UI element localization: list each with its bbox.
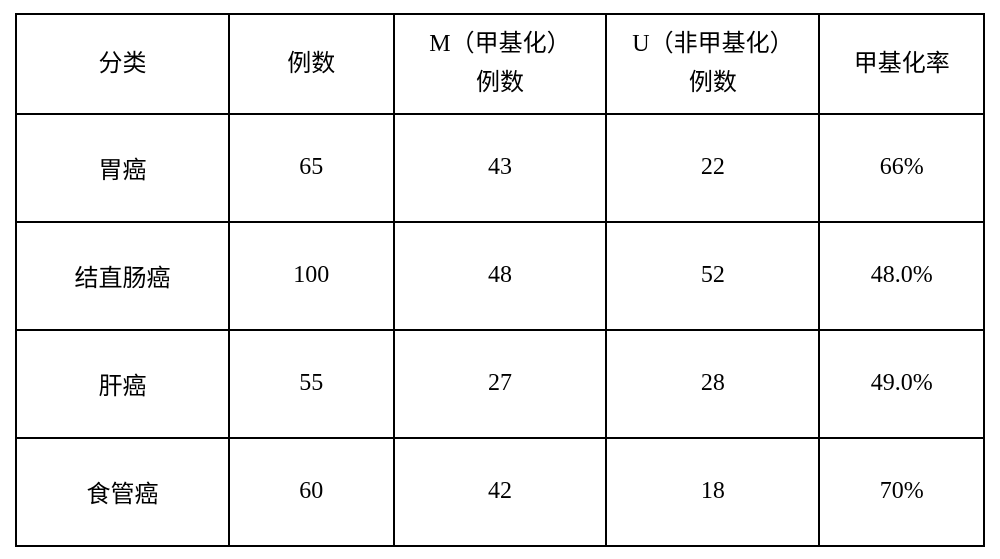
cell-u-cases: 22: [606, 114, 819, 222]
cell-value: 60: [299, 478, 323, 504]
cell-value: 28: [701, 370, 725, 396]
cell-value: 结直肠癌: [74, 266, 170, 292]
cell-u-cases: 52: [606, 222, 819, 330]
cell-cases: 65: [229, 114, 394, 222]
header-m-cases-line1: M（甲基化）: [429, 31, 570, 57]
cell-u-cases: 28: [606, 330, 819, 438]
header-rate-label: 甲基化率: [854, 51, 950, 77]
table-row: 食管癌 60 42 18 70%: [16, 438, 984, 546]
cell-value: 49.0%: [871, 370, 933, 396]
methylation-table: 分类 例数 M（甲基化） 例数 U（非甲基化） 例数 甲基化率: [15, 13, 985, 547]
cell-value: 胃癌: [98, 158, 146, 184]
cell-category: 食管癌: [16, 438, 229, 546]
cell-m-cases: 43: [394, 114, 607, 222]
cell-u-cases: 18: [606, 438, 819, 546]
cell-value: 肝癌: [98, 374, 146, 400]
table-row: 胃癌 65 43 22 66%: [16, 114, 984, 222]
cell-value: 65: [299, 154, 323, 180]
header-u-cases-line2: 例数: [689, 70, 737, 96]
cell-rate: 66%: [819, 114, 984, 222]
header-category-label: 分类: [98, 51, 146, 77]
cell-cases: 100: [229, 222, 394, 330]
cell-m-cases: 48: [394, 222, 607, 330]
cell-value: 42: [488, 478, 512, 504]
header-cases-label: 例数: [287, 51, 335, 77]
cell-category: 肝癌: [16, 330, 229, 438]
cell-value: 18: [701, 478, 725, 504]
cell-category: 结直肠癌: [16, 222, 229, 330]
table-row: 肝癌 55 27 28 49.0%: [16, 330, 984, 438]
table-header-row: 分类 例数 M（甲基化） 例数 U（非甲基化） 例数 甲基化率: [16, 14, 984, 114]
header-u-cases-line1: U（非甲基化）: [632, 31, 793, 57]
cell-cases: 60: [229, 438, 394, 546]
cell-m-cases: 27: [394, 330, 607, 438]
header-u-cases: U（非甲基化） 例数: [606, 14, 819, 114]
header-cases: 例数: [229, 14, 394, 114]
header-rate: 甲基化率: [819, 14, 984, 114]
cell-value: 22: [701, 154, 725, 180]
cell-value: 食管癌: [86, 482, 158, 508]
cell-category: 胃癌: [16, 114, 229, 222]
cell-rate: 48.0%: [819, 222, 984, 330]
cell-rate: 49.0%: [819, 330, 984, 438]
cell-value: 66%: [880, 154, 924, 180]
cell-value: 48.0%: [871, 262, 933, 288]
table-row: 结直肠癌 100 48 52 48.0%: [16, 222, 984, 330]
header-m-cases: M（甲基化） 例数: [394, 14, 607, 114]
cell-value: 70%: [880, 478, 924, 504]
methylation-table-container: 分类 例数 M（甲基化） 例数 U（非甲基化） 例数 甲基化率: [15, 13, 985, 547]
cell-m-cases: 42: [394, 438, 607, 546]
cell-value: 27: [488, 370, 512, 396]
cell-value: 43: [488, 154, 512, 180]
header-m-cases-line2: 例数: [476, 70, 524, 96]
cell-value: 55: [299, 370, 323, 396]
header-category: 分类: [16, 14, 229, 114]
cell-value: 52: [701, 262, 725, 288]
cell-cases: 55: [229, 330, 394, 438]
cell-rate: 70%: [819, 438, 984, 546]
cell-value: 48: [488, 262, 512, 288]
cell-value: 100: [293, 262, 329, 288]
